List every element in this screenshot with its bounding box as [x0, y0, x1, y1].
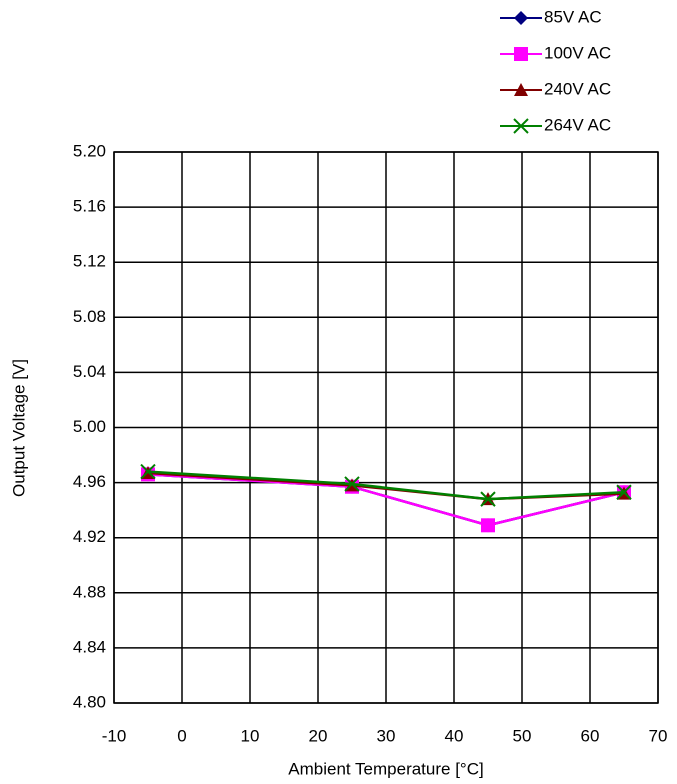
y-tick-label: 5.04 — [73, 362, 106, 381]
x-tick-label: 70 — [649, 726, 668, 745]
legend-marker — [514, 83, 528, 96]
x-tick-label: 30 — [377, 726, 396, 745]
legend-marker — [514, 47, 528, 61]
y-tick-label: 4.84 — [73, 637, 106, 656]
x-tick-label: 0 — [177, 726, 186, 745]
legend-marker — [514, 11, 528, 25]
y-tick-label: 5.08 — [73, 307, 106, 326]
legend-label: 240V AC — [544, 79, 611, 98]
marker — [481, 518, 495, 533]
marker — [344, 476, 360, 492]
x-tick-label: -10 — [102, 726, 127, 745]
y-tick-label: 5.16 — [73, 197, 106, 216]
x-tick-label: 60 — [581, 726, 600, 745]
y-tick-label: 4.92 — [73, 527, 106, 546]
x-axis-label: Ambient Temperature [°C] — [288, 759, 483, 778]
series-line — [147, 473, 625, 527]
y-tick-label: 5.12 — [73, 252, 106, 271]
marker — [140, 463, 156, 480]
y-tick-label: 5.00 — [73, 417, 106, 436]
marker — [616, 484, 632, 500]
y-tick-label: 5.20 — [73, 141, 106, 160]
legend-label: 100V AC — [544, 43, 611, 62]
y-tick-label: 4.96 — [73, 472, 106, 491]
legend-marker — [513, 118, 529, 134]
y-axis-label: Output Voltage [V] — [9, 359, 28, 497]
marker — [480, 491, 496, 507]
legend-label: 85V AC — [544, 7, 602, 26]
y-tick-label: 4.80 — [73, 692, 106, 711]
x-tick-label: 20 — [309, 726, 328, 745]
legend-label: 264V AC — [544, 115, 611, 134]
series-line — [147, 470, 625, 501]
y-tick-label: 4.88 — [73, 582, 106, 601]
x-tick-label: 50 — [513, 726, 532, 745]
plot-frame — [113, 151, 659, 704]
x-tick-label: 10 — [241, 726, 260, 745]
x-tick-label: 40 — [445, 726, 464, 745]
